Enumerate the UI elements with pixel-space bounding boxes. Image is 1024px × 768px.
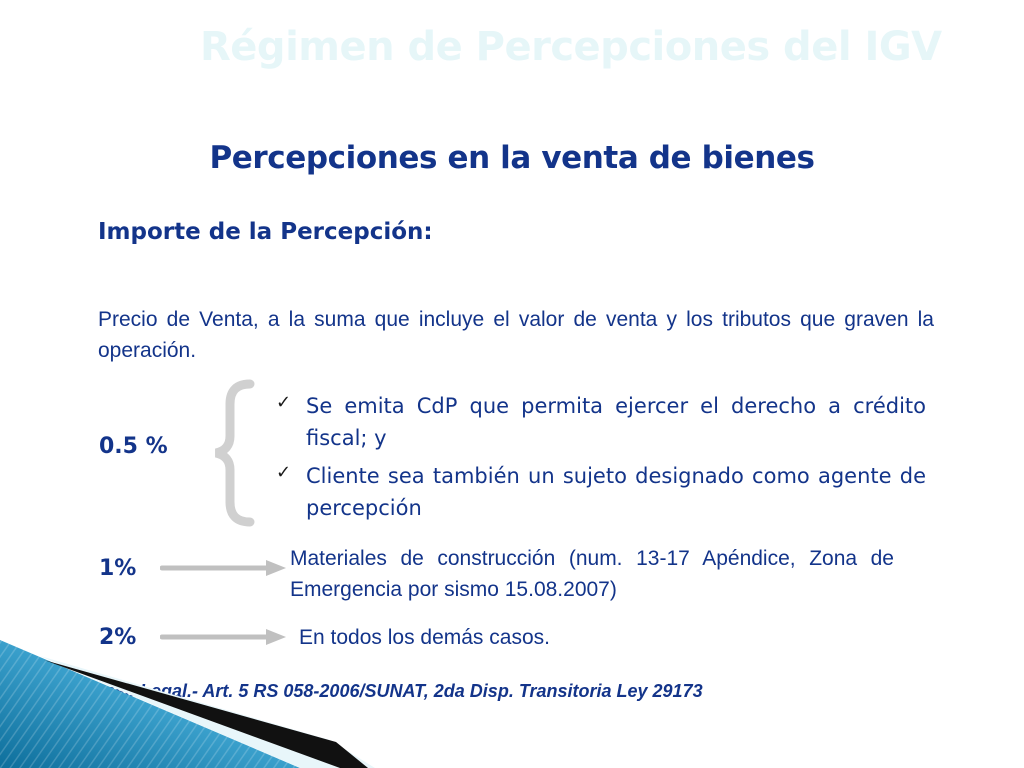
intro-paragraph: Precio de Venta, a la suma que incluye e…: [98, 308, 934, 362]
conditions-list: ✓ Se emita CdP que permita ejercer el de…: [276, 390, 926, 530]
check-icon: ✓: [276, 392, 292, 413]
rate-label-half-percent: 0.5 %: [99, 434, 168, 459]
condition-text: Cliente sea también un sujeto designado …: [306, 464, 926, 520]
rate-description-two-percent: En todos los demás casos.: [299, 626, 550, 649]
list-item: ✓ Se emita CdP que permita ejercer el de…: [276, 390, 926, 454]
rate-label-two-percent: 2%: [99, 625, 137, 650]
list-item: ✓ Cliente sea también un sujeto designad…: [276, 460, 926, 524]
arrow-right-icon: [160, 629, 286, 645]
rate-label-one-percent: 1%: [99, 556, 137, 581]
check-icon: ✓: [276, 462, 292, 483]
arrow-right-icon: [160, 560, 286, 576]
left-brace-icon: [214, 379, 255, 527]
condition-text: Se emita CdP que permita ejercer el dere…: [306, 394, 926, 450]
section-heading: Importe de la Percepción:: [98, 219, 433, 245]
legal-basis-footer: Base Legal.- Art. 5 RS 058-2006/SUNAT, 2…: [92, 681, 703, 701]
rate-description-one-percent: Materiales de construcción (num. 13-17 A…: [290, 547, 894, 601]
slide-title: Régimen de Percepciones del IGV: [200, 24, 942, 70]
page-subtitle: Percepciones en la venta de bienes: [209, 140, 815, 176]
